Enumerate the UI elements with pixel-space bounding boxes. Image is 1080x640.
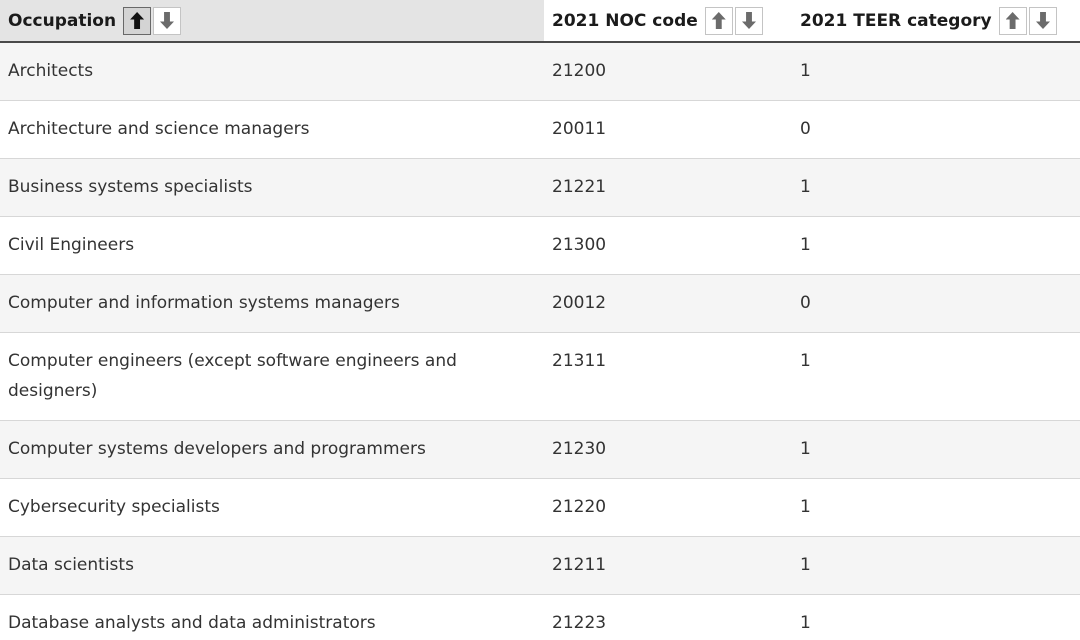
sort-descending-icon [742,12,756,29]
noc-code-cell: 21223 [544,594,792,640]
noc-code-cell: 21230 [544,420,792,479]
table-row: Computer systems developers and programm… [0,420,1080,479]
table-row: Data scientists 21211 1 [0,536,1080,595]
teer-cell: 1 [792,420,1080,479]
sort-ascending-icon [130,12,145,29]
noc-code-sort-descending-button[interactable] [734,6,763,35]
table-row: Architects 21200 1 [0,42,1080,101]
occupation-cell: Database analysts and data administrator… [0,594,544,640]
occupation-sort-ascending-button[interactable] [123,6,152,35]
teer-cell: 0 [792,100,1080,159]
noc-code-cell: 21200 [544,42,792,101]
occupation-cell: Civil Engineers [0,216,544,275]
sort-descending-icon [1036,12,1050,29]
occupation-cell: Business systems specialists [0,158,544,217]
teer-cell: 0 [792,274,1080,333]
sort-ascending-icon [711,12,726,29]
noc-code-cell: 21220 [544,478,792,537]
table-header: Occupation 2021 NOC code [0,0,1080,43]
teer-cell: 1 [792,158,1080,217]
teer-cell: 1 [792,42,1080,101]
table-row: Computer and information systems manager… [0,274,1080,333]
teer-cell: 1 [792,594,1080,640]
occupation-cell: Computer and information systems manager… [0,274,544,333]
occupation-cell: Architects [0,42,544,101]
teer-cell: 1 [792,478,1080,537]
column-label-teer-category: 2021 TEER category [800,10,992,31]
sort-ascending-icon [1005,12,1020,29]
column-label-noc-code: 2021 NOC code [552,10,698,31]
occupation-cell: Computer systems developers and programm… [0,420,544,479]
table-row: Computer engineers (except software engi… [0,332,1080,421]
table-row: Architecture and science managers 20011 … [0,100,1080,159]
table-body: Architects 21200 1 Architecture and scie… [0,42,1080,640]
header-row: Occupation 2021 NOC code [0,0,1080,43]
column-header-teer-category: 2021 TEER category [792,0,1080,43]
occupation-cell: Cybersecurity specialists [0,478,544,537]
teer-sort-descending-button[interactable] [1028,6,1057,35]
sort-descending-icon [160,12,174,29]
occupation-sort-controls [123,6,182,35]
teer-sort-controls [998,6,1057,35]
noc-code-cell: 21221 [544,158,792,217]
occupation-cell: Architecture and science managers [0,100,544,159]
occupation-cell: Data scientists [0,536,544,595]
column-label-occupation: Occupation [8,10,117,31]
table-row: Civil Engineers 21300 1 [0,216,1080,275]
teer-cell: 1 [792,216,1080,275]
noc-code-cell: 20012 [544,274,792,333]
teer-cell: 1 [792,536,1080,595]
teer-sort-ascending-button[interactable] [998,6,1027,35]
occupation-cell: Computer engineers (except software engi… [0,332,544,421]
occupation-sort-descending-button[interactable] [153,6,182,35]
table-row: Business systems specialists 21221 1 [0,158,1080,217]
noc-code-cell: 21300 [544,216,792,275]
noc-code-cell: 21311 [544,332,792,421]
column-header-noc-code: 2021 NOC code [544,0,792,43]
noc-code-cell: 20011 [544,100,792,159]
teer-cell: 1 [792,332,1080,421]
table-row: Database analysts and data administrator… [0,594,1080,640]
column-header-occupation: Occupation [0,0,544,43]
noc-code-cell: 21211 [544,536,792,595]
noc-code-sort-ascending-button[interactable] [704,6,733,35]
table-row: Cybersecurity specialists 21220 1 [0,478,1080,537]
noc-code-sort-controls [704,6,763,35]
